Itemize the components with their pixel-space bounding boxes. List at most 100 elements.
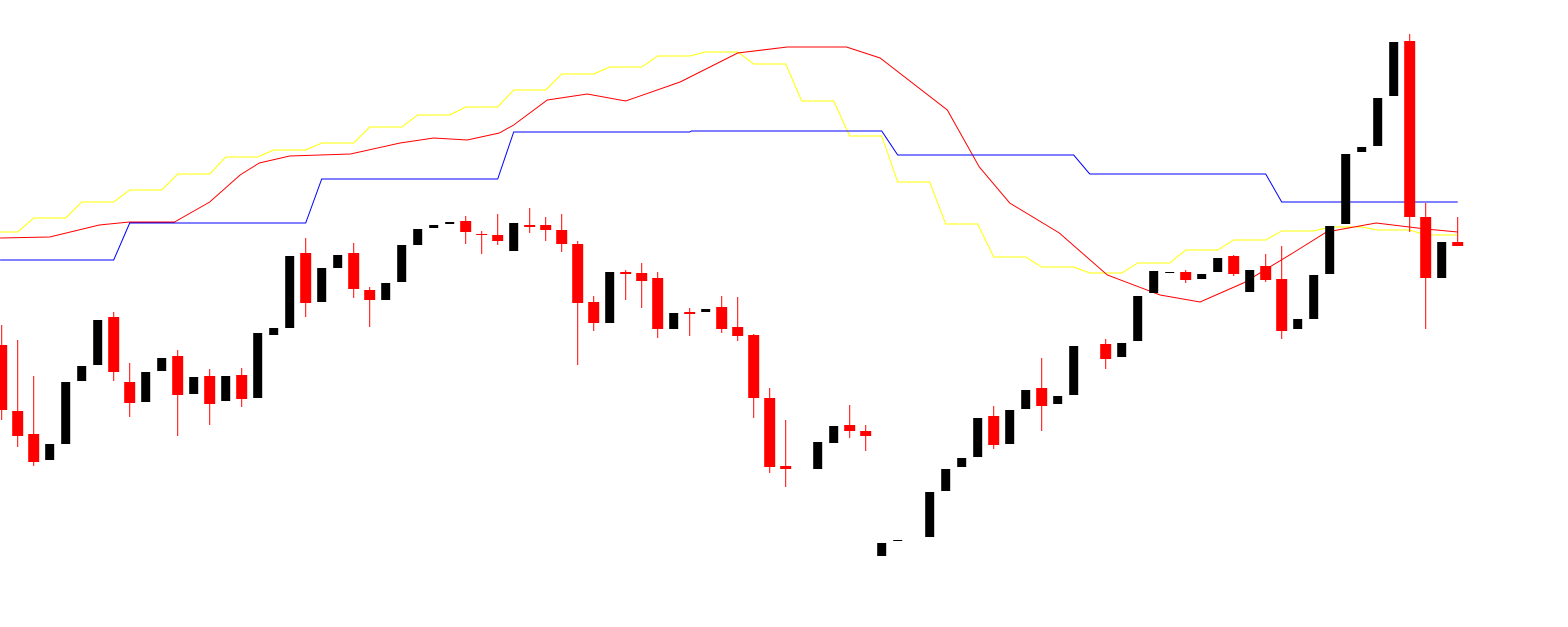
candle-body bbox=[460, 221, 472, 232]
candle-down bbox=[556, 214, 568, 252]
candle-down bbox=[764, 388, 776, 473]
candle-down bbox=[860, 425, 872, 451]
candle-body bbox=[540, 225, 552, 230]
indicator-line-3 bbox=[0, 130, 1458, 261]
candle-body bbox=[973, 418, 983, 457]
candle-down bbox=[1260, 254, 1272, 282]
candle-up bbox=[1197, 274, 1207, 279]
candle-down bbox=[348, 243, 360, 298]
candle-body bbox=[172, 356, 184, 395]
candle-body bbox=[413, 229, 423, 245]
candle-body bbox=[524, 225, 536, 227]
candle-body bbox=[1180, 272, 1192, 280]
candle-up bbox=[925, 492, 935, 537]
candles bbox=[0, 34, 1464, 556]
candle-body bbox=[732, 327, 744, 336]
candle-body bbox=[1021, 390, 1031, 409]
candle-up bbox=[813, 442, 823, 469]
candle-body bbox=[1325, 226, 1335, 274]
candle-down bbox=[12, 340, 24, 447]
candle-body bbox=[1357, 147, 1367, 152]
candle-body bbox=[0, 345, 8, 410]
candle-body bbox=[157, 358, 167, 371]
candle-down bbox=[28, 376, 40, 466]
candle-body bbox=[988, 416, 1000, 445]
candle-down bbox=[780, 420, 792, 487]
candle-up bbox=[1133, 296, 1143, 341]
candle-body bbox=[429, 225, 439, 228]
candle-body bbox=[509, 223, 519, 251]
candle-body bbox=[1053, 396, 1063, 404]
candle-up bbox=[973, 418, 983, 457]
candle-up bbox=[1005, 410, 1015, 444]
candle-body bbox=[1437, 242, 1447, 278]
candle-body bbox=[141, 372, 151, 402]
candle-body bbox=[1404, 41, 1416, 217]
candle-up bbox=[1325, 226, 1335, 274]
candle-down bbox=[204, 369, 216, 425]
candle-down bbox=[236, 368, 248, 407]
candle-down bbox=[108, 312, 120, 381]
indicator-line-1 bbox=[0, 51, 1458, 274]
candle-body bbox=[1373, 98, 1383, 146]
candle-up bbox=[941, 469, 951, 491]
candle-body bbox=[877, 543, 887, 556]
candle-up bbox=[701, 309, 711, 312]
candle-body bbox=[124, 382, 136, 403]
candle-up bbox=[141, 372, 151, 402]
candle-body bbox=[1005, 410, 1015, 444]
candle-body bbox=[381, 283, 391, 300]
candle-body bbox=[300, 253, 312, 303]
candle-body bbox=[572, 244, 584, 303]
indicator-line-2 bbox=[0, 46, 1458, 303]
candle-up bbox=[77, 366, 87, 381]
candle-down bbox=[364, 287, 376, 327]
candle-up bbox=[189, 377, 199, 394]
candle-body bbox=[476, 234, 488, 235]
candle-up bbox=[45, 444, 55, 460]
candle-down bbox=[460, 216, 472, 244]
candle-body bbox=[701, 309, 711, 312]
candle-body bbox=[605, 272, 615, 323]
candle-body bbox=[941, 469, 951, 491]
candle-up bbox=[1069, 346, 1079, 395]
candle-up bbox=[957, 458, 967, 467]
candle-up bbox=[1213, 258, 1223, 272]
candle-down bbox=[1180, 270, 1192, 283]
candle-up bbox=[269, 328, 279, 335]
candle-up bbox=[157, 358, 167, 371]
candle-body bbox=[61, 382, 71, 444]
candle-up bbox=[445, 222, 455, 224]
candle-down bbox=[748, 334, 760, 418]
candle-down bbox=[540, 217, 552, 241]
candle-body bbox=[1276, 279, 1288, 331]
candle-up bbox=[1165, 272, 1175, 273]
candle-down bbox=[1276, 246, 1288, 339]
candle-body bbox=[1245, 270, 1255, 292]
candle-down bbox=[684, 308, 696, 336]
candle-down bbox=[1036, 358, 1048, 431]
candle-down bbox=[732, 297, 744, 341]
candle-body bbox=[1228, 256, 1240, 274]
candle-body bbox=[1165, 272, 1175, 273]
candle-up bbox=[333, 255, 343, 268]
candle-down bbox=[300, 238, 312, 317]
candle-down bbox=[620, 270, 632, 300]
candle-body bbox=[317, 268, 327, 302]
candle-body bbox=[1149, 271, 1159, 293]
candle-body bbox=[748, 335, 760, 398]
candle-body bbox=[1341, 154, 1351, 224]
candle-body bbox=[1293, 319, 1303, 329]
candle-body bbox=[1309, 275, 1319, 319]
candle-body bbox=[492, 235, 504, 241]
candle-down bbox=[0, 325, 8, 420]
candle-up bbox=[381, 283, 391, 300]
candle-up bbox=[221, 376, 231, 401]
candle-up bbox=[1373, 98, 1383, 146]
candle-down bbox=[476, 231, 488, 254]
candle-down bbox=[716, 296, 728, 333]
candle-up bbox=[317, 268, 327, 302]
candle-up bbox=[669, 313, 679, 329]
